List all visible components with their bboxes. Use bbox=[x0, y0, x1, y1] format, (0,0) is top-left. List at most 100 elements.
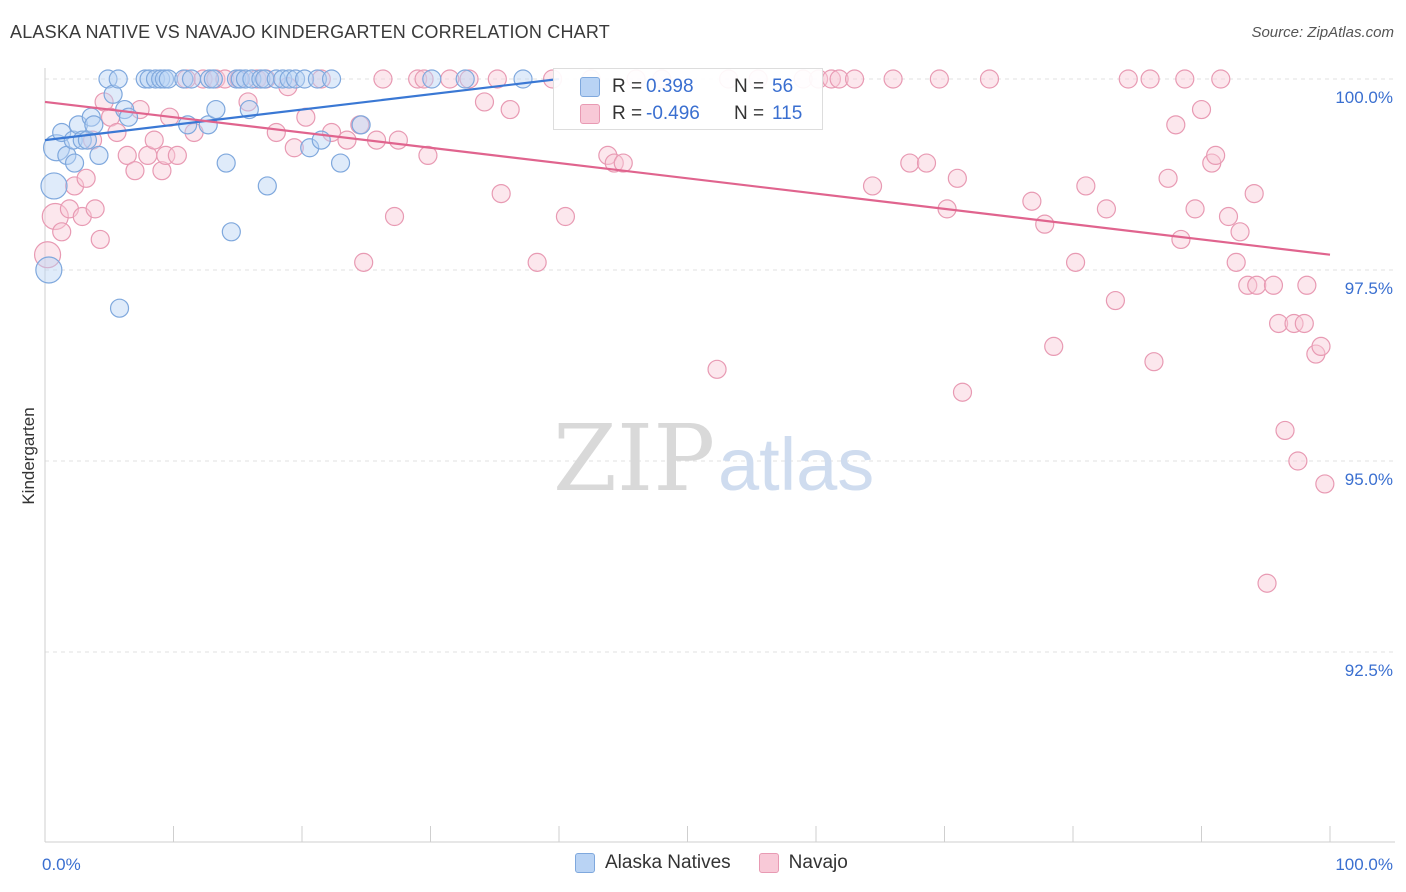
n-value: 56 bbox=[772, 76, 794, 97]
legend-label-alaska: Alaska Natives bbox=[605, 852, 731, 873]
navajo-point bbox=[1158, 168, 1178, 188]
navajo-points bbox=[33, 69, 1335, 593]
n-value: 115 bbox=[772, 103, 803, 124]
navajo-point bbox=[1022, 191, 1042, 211]
tick-labels: 92.5% 95.0% 97.5% 100.0% 0.0% 100.0% bbox=[42, 88, 1393, 874]
y-tick-label: 97.5% bbox=[1345, 279, 1393, 298]
navajo-point bbox=[33, 241, 62, 269]
navajo-point bbox=[883, 69, 903, 89]
alaska-natives-point bbox=[330, 153, 351, 173]
navajo-point bbox=[1230, 222, 1250, 242]
navajo-point bbox=[1294, 313, 1314, 334]
navajo-point bbox=[284, 138, 304, 158]
navajo-point bbox=[1263, 275, 1284, 295]
y-tick-label: 92.5% bbox=[1345, 661, 1393, 680]
navajo-point bbox=[707, 359, 727, 379]
alaska-natives-point bbox=[300, 138, 320, 158]
navajo-point bbox=[90, 229, 110, 250]
navajo-point bbox=[238, 92, 258, 112]
trend-lines bbox=[44, 77, 1331, 256]
navajo-point bbox=[1035, 214, 1055, 234]
alaska-natives-point bbox=[103, 84, 123, 104]
alaska-natives-point bbox=[203, 69, 223, 89]
navajo-point bbox=[125, 161, 145, 181]
navajo-point bbox=[1257, 573, 1277, 593]
navajo-point bbox=[1268, 313, 1289, 334]
stats-row-alaska: R = 0.398 N = 56 bbox=[554, 73, 822, 101]
legend-label-navajo: Navajo bbox=[788, 852, 848, 873]
alaska-natives-point bbox=[35, 256, 63, 284]
navajo-point bbox=[1297, 275, 1317, 295]
alaska-natives-point bbox=[84, 115, 104, 135]
navajo-point bbox=[829, 69, 849, 89]
alaska-natives-point bbox=[89, 145, 109, 165]
navajo-point bbox=[52, 222, 72, 242]
legend-entry-alaska[interactable]: Alaska Natives bbox=[575, 852, 731, 874]
bottom-legend: Alaska Natives Navajo bbox=[575, 852, 848, 874]
alaska-natives-point bbox=[257, 176, 277, 196]
x-tick-label: 100.0% bbox=[1335, 855, 1393, 874]
navajo-point bbox=[1218, 206, 1239, 227]
navajo-point bbox=[1275, 420, 1295, 441]
alaska-natives-point bbox=[40, 172, 68, 200]
navajo-point bbox=[373, 69, 393, 89]
navajo-point bbox=[1244, 184, 1264, 204]
alaska-natives-point bbox=[181, 69, 202, 89]
navajo-point bbox=[144, 130, 164, 150]
chart-title: ALASKA NATIVE VS NAVAJO KINDERGARTEN COR… bbox=[10, 22, 610, 42]
navajo-point bbox=[1191, 99, 1212, 120]
navajo-point bbox=[337, 130, 357, 150]
navajo-point bbox=[487, 69, 507, 89]
navajo-point bbox=[1105, 290, 1126, 311]
alaska-natives-point bbox=[279, 69, 299, 89]
watermark: ZIP atlas bbox=[553, 405, 874, 512]
watermark-zip: ZIP bbox=[553, 405, 715, 512]
n-label: N = bbox=[734, 76, 765, 97]
navajo-point bbox=[900, 153, 920, 173]
navajo-point bbox=[979, 69, 1000, 89]
alaska-natives-trendline bbox=[44, 77, 560, 142]
navajo-point bbox=[85, 199, 105, 219]
r-value: -0.496 bbox=[646, 103, 700, 124]
alaska-natives-point bbox=[513, 69, 533, 89]
navajo-point bbox=[862, 176, 883, 196]
watermark-atlas: atlas bbox=[718, 423, 874, 506]
alaska-swatch bbox=[575, 853, 595, 873]
navajo-point bbox=[156, 145, 176, 165]
navajo-point bbox=[152, 161, 172, 181]
navajo-point bbox=[929, 69, 949, 89]
axes: Kindergarten bbox=[19, 68, 1395, 843]
navajo-point bbox=[1284, 313, 1304, 334]
navajo-point bbox=[76, 168, 96, 188]
alaska-natives-point bbox=[108, 69, 128, 89]
r-label: R = bbox=[612, 103, 643, 124]
navajo-point bbox=[1311, 336, 1331, 356]
navajo-point bbox=[266, 122, 286, 143]
navajo-point bbox=[598, 145, 618, 165]
navajo-swatch bbox=[580, 104, 600, 124]
navajo-point bbox=[491, 184, 511, 204]
navajo-point bbox=[117, 145, 137, 165]
navajo-point bbox=[1140, 69, 1160, 89]
navajo-point bbox=[500, 99, 520, 120]
navajo-point bbox=[916, 153, 937, 173]
stats-legend: R = 0.398 N = 56 R = -0.496 N = 115 bbox=[553, 68, 823, 130]
alaska-natives-point bbox=[351, 115, 371, 135]
alaska-natives-point bbox=[216, 153, 236, 173]
legend-entry-navajo[interactable]: Navajo bbox=[758, 852, 848, 874]
navajo-point bbox=[167, 145, 187, 165]
navajo-point bbox=[408, 69, 428, 89]
alaska-natives-point bbox=[307, 69, 328, 89]
r-label: R = bbox=[612, 76, 643, 97]
y-tick-label: 95.0% bbox=[1345, 470, 1393, 489]
navajo-trendline bbox=[44, 100, 1331, 256]
navajo-point bbox=[1044, 336, 1064, 356]
alaska-natives-point bbox=[109, 298, 130, 318]
navajo-point bbox=[1288, 451, 1308, 471]
alaska-natives-point bbox=[98, 69, 118, 89]
n-label: N = bbox=[734, 103, 765, 124]
navajo-point bbox=[1144, 352, 1164, 372]
alaska-natives-point bbox=[230, 69, 250, 89]
navajo-point bbox=[1175, 69, 1195, 89]
